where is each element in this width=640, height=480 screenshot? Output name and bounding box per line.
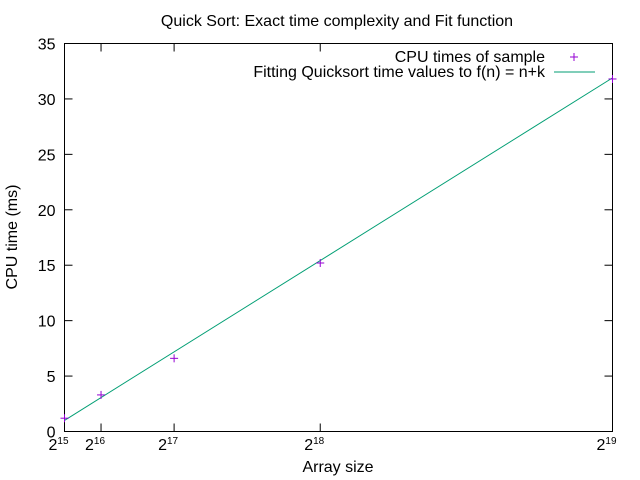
x-tick-label: 215 <box>48 436 68 454</box>
y-axis: 0 5 10 15 20 25 30 35 <box>38 37 613 442</box>
y-tick-label: 15 <box>38 258 56 275</box>
y-tick-label: 25 <box>38 147 56 164</box>
x-tick-label: 216 <box>85 436 105 454</box>
x-tick-label: 217 <box>158 436 178 454</box>
legend-label: Fitting Quicksort time values to f(n) = … <box>253 64 546 81</box>
x-tick-label: 218 <box>304 436 324 454</box>
data-point <box>97 390 106 399</box>
y-tick-label: 5 <box>47 369 56 386</box>
data-point <box>60 414 69 423</box>
y-tick-label: 30 <box>38 92 56 109</box>
y-tick-label: 10 <box>38 314 56 331</box>
data-point <box>170 354 179 363</box>
y-axis-label: CPU time (ms) <box>4 185 21 290</box>
y-tick-label: 0 <box>47 425 56 442</box>
legend-label: CPU times of sample <box>395 49 545 66</box>
chart-title: Quick Sort: Exact time complexity and Fi… <box>161 13 513 30</box>
data-point <box>608 74 617 83</box>
y-tick-label: 35 <box>38 37 56 54</box>
x-tick-label: 219 <box>596 436 616 454</box>
y-tick-label: 20 <box>38 203 56 220</box>
x-axis: 215 216 217 218 219 <box>48 43 617 454</box>
series-layer <box>60 74 617 423</box>
data-point <box>316 258 325 267</box>
fit-line <box>64 77 613 421</box>
x-axis-label: Array size <box>302 459 373 476</box>
legend-marker-points <box>570 53 578 61</box>
plot-frame <box>64 43 613 432</box>
